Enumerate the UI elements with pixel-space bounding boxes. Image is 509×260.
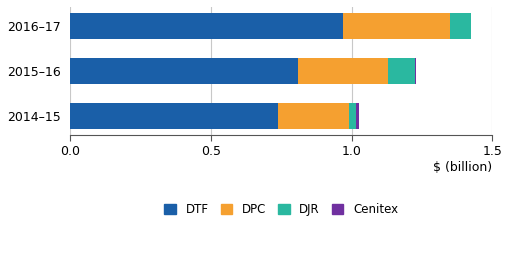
- Legend: DTF, DPC, DJR, Cenitex: DTF, DPC, DJR, Cenitex: [160, 198, 403, 220]
- Bar: [298, 58, 388, 84]
- Bar: [278, 103, 349, 129]
- Bar: [415, 58, 416, 84]
- Bar: [450, 13, 471, 39]
- Bar: [388, 58, 415, 84]
- Bar: [70, 103, 278, 129]
- Bar: [343, 13, 450, 39]
- Bar: [70, 13, 343, 39]
- Bar: [349, 103, 356, 129]
- Bar: [356, 103, 358, 129]
- X-axis label: $ (billion): $ (billion): [433, 161, 492, 174]
- Bar: [70, 58, 298, 84]
